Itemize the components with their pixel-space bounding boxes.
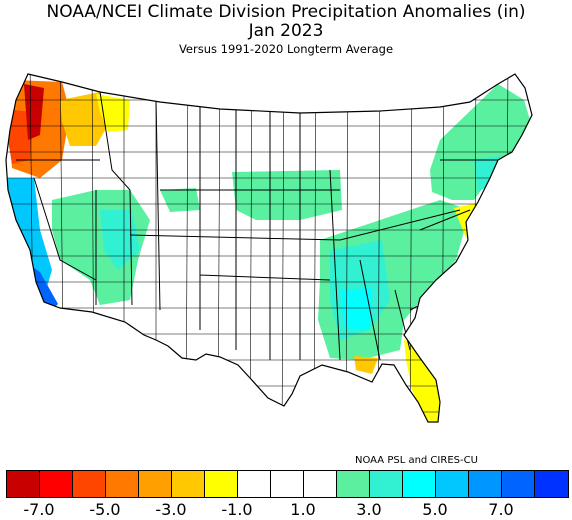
- legend-swatch: [205, 471, 238, 497]
- legend-tick-label: 1.0: [290, 500, 316, 519]
- legend-swatch: [469, 471, 502, 497]
- louisiana-coast-region: [354, 356, 378, 374]
- legend-tick-label: 3.0: [356, 500, 382, 519]
- utah-region: [100, 210, 140, 270]
- legend-tick-label: 7.0: [488, 500, 514, 519]
- legend-swatch: [172, 471, 205, 497]
- legend-swatch: [403, 471, 436, 497]
- new-england-region: [430, 84, 530, 200]
- legend-swatch: [337, 471, 370, 497]
- legend-swatch: [271, 471, 304, 497]
- legend-tick-label: 5.0: [422, 500, 448, 519]
- map-baseline: Versus 1991-2020 Longterm Average: [178, 42, 394, 56]
- color-legend: [6, 470, 569, 498]
- climate-division-lines: [6, 74, 532, 422]
- data-credit: NOAA PSL and CIRES-CU: [355, 455, 478, 466]
- precipitation-anomaly-map: [5, 73, 533, 423]
- anomaly-shading: [6, 74, 532, 422]
- legend-swatch: [73, 471, 106, 497]
- california-coast-region: [8, 178, 52, 304]
- legend-swatch: [238, 471, 271, 497]
- legend-swatch: [40, 471, 73, 497]
- legend-swatch: [502, 471, 535, 497]
- new-york-region: [474, 156, 500, 192]
- map-period: Jan 2023: [248, 21, 324, 41]
- legend-tick-label: -1.0: [221, 500, 253, 519]
- legend-swatch: [7, 471, 40, 497]
- map-title: NOAA/NCEI Climate Division Precipitation…: [46, 2, 526, 22]
- legend-swatch: [106, 471, 139, 497]
- legend-swatch: [304, 471, 337, 497]
- colorado-region: [160, 188, 200, 212]
- legend-tick-label: -5.0: [89, 500, 121, 519]
- lower-mississippi-region: [340, 288, 372, 330]
- legend-tick-label: -3.0: [155, 500, 187, 519]
- legend-swatch: [436, 471, 469, 497]
- central-plains-region: [232, 170, 342, 220]
- legend-tick-label: -7.0: [23, 500, 55, 519]
- legend-tick-labels: -7.0 -5.0 -3.0 -1.0 1.0 3.0 5.0 7.0: [0, 500, 572, 520]
- legend-swatch: [535, 471, 568, 497]
- legend-swatch: [139, 471, 172, 497]
- legend-swatch: [370, 471, 403, 497]
